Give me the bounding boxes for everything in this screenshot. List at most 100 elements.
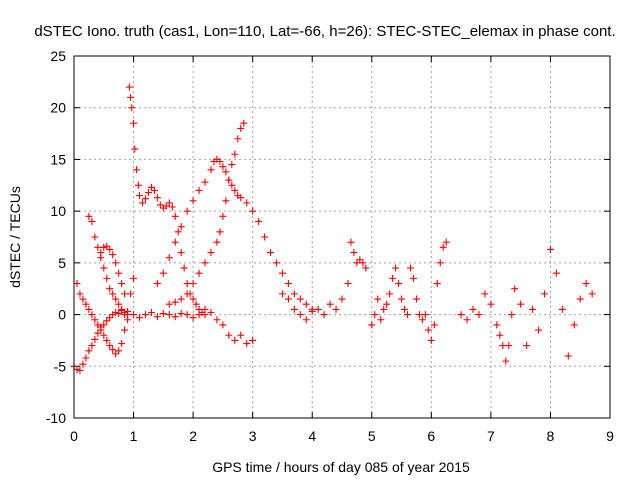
data-point bbox=[272, 259, 280, 267]
data-point bbox=[115, 347, 123, 355]
data-point bbox=[219, 163, 227, 171]
data-point bbox=[523, 342, 531, 350]
data-point bbox=[195, 269, 203, 277]
data-point bbox=[168, 203, 176, 211]
data-point bbox=[159, 310, 167, 318]
data-point bbox=[207, 249, 215, 257]
data-point bbox=[231, 186, 239, 194]
y-tick-label: 25 bbox=[50, 48, 66, 64]
data-point bbox=[216, 157, 224, 165]
data-point bbox=[174, 228, 182, 236]
data-point bbox=[144, 189, 152, 197]
data-point bbox=[353, 259, 361, 267]
data-point bbox=[76, 366, 84, 374]
data-point bbox=[141, 195, 149, 203]
data-point bbox=[109, 290, 117, 298]
y-tick-label: -5 bbox=[54, 358, 67, 374]
data-point bbox=[505, 342, 513, 350]
data-point bbox=[356, 256, 364, 264]
data-point bbox=[386, 290, 394, 298]
data-point bbox=[165, 311, 173, 319]
data-point bbox=[302, 300, 310, 308]
data-point bbox=[240, 119, 248, 127]
data-point bbox=[430, 321, 438, 329]
data-point bbox=[85, 347, 93, 355]
data-point bbox=[153, 194, 161, 202]
data-point bbox=[88, 311, 96, 319]
data-point bbox=[76, 290, 84, 298]
data-point bbox=[418, 316, 426, 324]
data-point bbox=[582, 280, 590, 288]
data-point bbox=[82, 354, 90, 362]
data-point bbox=[183, 290, 191, 298]
data-point bbox=[278, 269, 286, 277]
data-point bbox=[350, 249, 358, 257]
data-point bbox=[103, 317, 111, 325]
data-point bbox=[91, 316, 99, 324]
data-point bbox=[267, 249, 275, 257]
data-point bbox=[165, 199, 173, 207]
data-point bbox=[404, 311, 412, 319]
data-point bbox=[94, 329, 102, 337]
data-point bbox=[171, 212, 179, 220]
data-point bbox=[183, 280, 191, 288]
data-point bbox=[106, 342, 114, 350]
data-point bbox=[278, 290, 286, 298]
data-point bbox=[88, 342, 96, 350]
data-point bbox=[284, 295, 292, 303]
data-point bbox=[118, 340, 126, 348]
data-point bbox=[255, 217, 263, 225]
data-point bbox=[130, 274, 138, 282]
data-point bbox=[73, 280, 81, 288]
data-point bbox=[85, 305, 93, 313]
data-point bbox=[121, 326, 129, 334]
data-point bbox=[225, 331, 233, 339]
y-tick-label: -10 bbox=[46, 410, 66, 426]
y-axis-label: dSTEC / TECUs bbox=[7, 186, 23, 288]
data-point bbox=[540, 290, 548, 298]
x-tick-label: 0 bbox=[70, 428, 78, 444]
data-point bbox=[320, 311, 328, 319]
data-point bbox=[112, 309, 120, 317]
data-point bbox=[201, 178, 209, 186]
data-point bbox=[231, 150, 239, 158]
data-point bbox=[165, 300, 173, 308]
data-point bbox=[314, 305, 322, 313]
data-point bbox=[558, 305, 566, 313]
data-point bbox=[147, 183, 155, 191]
data-point bbox=[88, 217, 96, 225]
data-point bbox=[261, 233, 269, 241]
data-point bbox=[94, 321, 102, 329]
data-point bbox=[475, 311, 483, 319]
data-point bbox=[121, 311, 129, 319]
data-point bbox=[290, 290, 298, 298]
data-point bbox=[189, 314, 197, 322]
data-point bbox=[130, 311, 138, 319]
data-point bbox=[127, 290, 135, 298]
data-point bbox=[359, 259, 367, 267]
data-point bbox=[85, 212, 93, 220]
data-point bbox=[219, 321, 227, 329]
data-point bbox=[296, 295, 304, 303]
data-point bbox=[421, 311, 429, 319]
data-point bbox=[499, 342, 507, 350]
data-point bbox=[192, 300, 200, 308]
data-point bbox=[136, 314, 144, 322]
data-point bbox=[228, 161, 236, 169]
data-point bbox=[344, 280, 352, 288]
data-point bbox=[201, 305, 209, 313]
data-point bbox=[180, 264, 188, 272]
data-point bbox=[106, 245, 114, 253]
data-point bbox=[195, 311, 203, 319]
data-point bbox=[131, 145, 139, 153]
data-point bbox=[481, 290, 489, 298]
data-point bbox=[222, 197, 230, 205]
data-point bbox=[392, 264, 400, 272]
data-point bbox=[115, 300, 123, 308]
data-point bbox=[153, 280, 161, 288]
data-points bbox=[70, 83, 596, 374]
data-point bbox=[332, 305, 340, 313]
data-point bbox=[130, 119, 138, 127]
y-tick-label: 20 bbox=[50, 100, 66, 116]
